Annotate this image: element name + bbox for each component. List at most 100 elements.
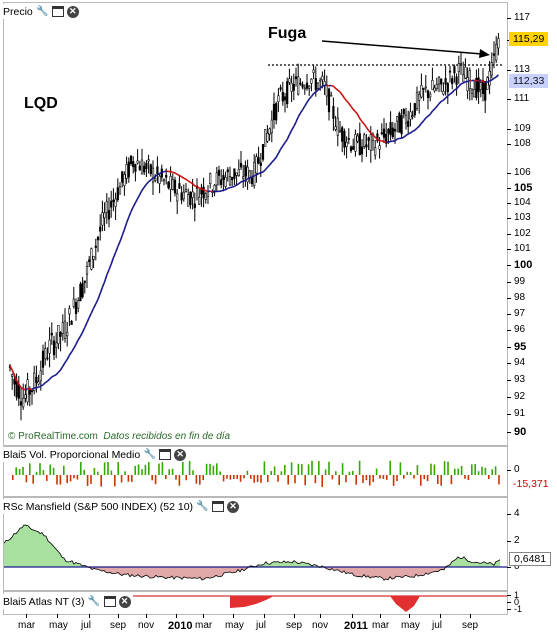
mansfield-area [182,567,184,580]
mansfield-area [192,567,194,579]
price-panel[interactable]: LQD Fuga © ProRealTime.com Datos recibid… [3,2,508,446]
candle-body [244,165,247,177]
volume-bar [341,463,344,475]
candle-body [171,179,174,190]
moving-average-segment [442,97,447,101]
volume-bar [229,475,232,480]
mansfield-area [130,567,132,577]
candle-body [387,128,390,134]
candle-body [222,174,225,180]
candle-body [156,166,159,174]
moving-average-segment [462,81,466,84]
candle-body [253,162,256,186]
price-axis-tick: 100 [507,259,532,271]
wrench-icon[interactable]: 🔧 [87,595,101,607]
moving-average-segment [172,171,176,174]
moving-average-segment [306,98,310,103]
volume-bar [477,471,480,475]
candle-body [138,165,141,171]
moving-average-segment [20,386,24,390]
volume-bar [460,465,463,475]
mansfield-axis: 4 2 0 [507,497,557,589]
candle-body [33,372,36,391]
mansfield-area [104,567,106,573]
moving-average-segment [330,84,334,87]
close-icon[interactable]: ✕ [227,500,240,513]
candle-body [57,324,60,344]
candle-body [92,255,95,260]
candle-body [198,196,201,205]
window-icon[interactable] [212,501,225,512]
candle-body [479,82,482,90]
mansfield-chart [4,524,507,581]
moving-average-segment [92,303,97,309]
mansfield-area [458,556,460,567]
close-icon[interactable]: ✕ [118,595,131,608]
candle-body [72,298,75,307]
price-axis-tick: 102 [507,228,531,240]
mansfield-area [402,567,404,578]
candle-body [22,397,25,408]
candle-body [13,378,16,385]
close-icon[interactable]: ✕ [174,448,187,461]
moving-average-segment [356,114,361,119]
moving-average-segment [194,185,198,188]
volume-bar [307,464,310,475]
wrench-icon[interactable]: 🔧 [36,5,49,17]
price-axis-tick: 117 [507,12,530,24]
volume-bar [362,475,364,483]
mansfield-area [46,536,48,567]
window-icon[interactable] [159,449,172,460]
volume-bar [386,475,388,480]
mansfield-area [292,560,294,567]
atlas-axis-tick: -1 [507,603,522,615]
moving-average-segment [31,387,35,391]
candle-body [497,38,500,49]
x-axis-tick [409,614,410,618]
mansfield-area [74,562,76,567]
candle-body [41,350,45,368]
volume-bar [250,475,252,479]
candle-body [477,77,480,93]
mansfield-area [286,561,288,567]
volume-bar [498,475,500,485]
breakout-arrowhead [479,49,490,58]
mansfield-area [152,567,154,578]
candle-body [200,187,203,195]
volume-bar [100,475,102,487]
candle-body [134,164,137,172]
mansfield-area [270,562,272,567]
candle-body [453,66,456,74]
volume-panel[interactable] [3,446,508,497]
wrench-icon[interactable]: 🔧 [143,448,156,460]
mansfield-area [174,567,176,580]
candle-body [380,132,383,134]
candle-body [312,69,315,73]
candle-body [409,111,412,120]
candle-body [189,191,192,206]
mansfield-area [348,567,350,574]
mansfield-area [114,567,116,574]
price-axis-tick: 97 [507,308,525,320]
window-icon[interactable] [103,596,116,607]
mansfield-area [18,528,20,567]
mansfield-area [234,567,236,573]
volume-bar [253,475,255,483]
moving-average-segment [190,181,193,185]
candle-body [290,82,293,92]
moving-average-segment [427,113,431,117]
mansfield-area [32,529,34,567]
close-icon[interactable]: ✕ [66,5,79,18]
wrench-icon[interactable]: 🔧 [196,500,209,512]
volume-bar [454,468,456,475]
moving-average-segment [476,79,479,82]
candle-body [270,119,273,134]
moving-average-segment [174,172,178,176]
mansfield-area [102,567,104,572]
candle-body [178,183,181,189]
volume-panel-title: Blai5 Vol. Proporcional Medio [3,448,141,461]
window-icon[interactable] [51,6,64,17]
mansfield-area [230,567,232,573]
x-axis-label: sep [286,620,303,631]
volume-value: -15,371 [513,478,549,490]
